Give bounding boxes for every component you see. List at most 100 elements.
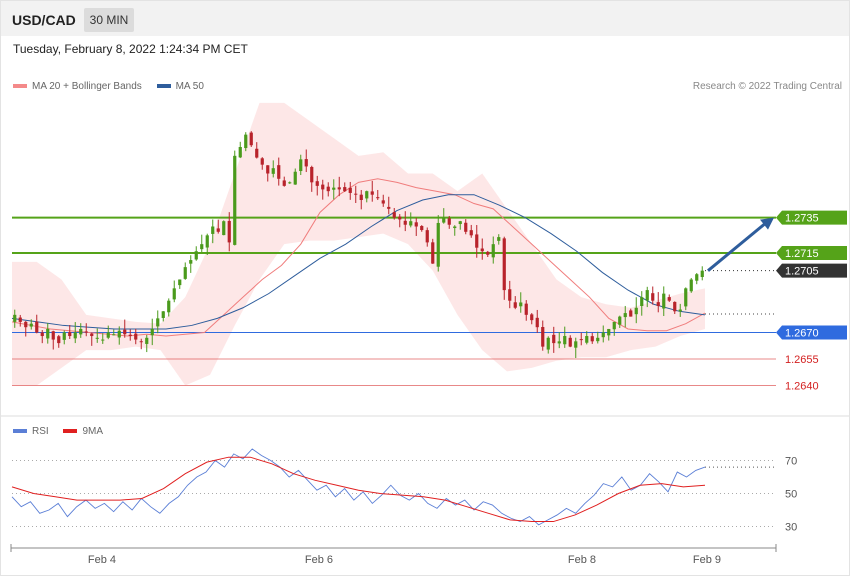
- legend-swatch-rsi: [13, 429, 27, 434]
- candle-body: [35, 321, 39, 333]
- candle-body: [557, 341, 561, 344]
- candle-body: [546, 337, 550, 350]
- legend-item-ma50: MA 50: [156, 81, 204, 92]
- candle-body: [695, 274, 699, 281]
- chart-header: USD/CAD 30 MIN: [1, 1, 849, 36]
- candle-body: [684, 288, 688, 307]
- candle-body: [101, 339, 105, 341]
- candle-body: [596, 337, 600, 342]
- candle-body: [200, 244, 204, 250]
- candle-body: [238, 147, 242, 158]
- candle-body: [414, 222, 418, 227]
- candle-body: [579, 339, 583, 341]
- level-tag-bg: [776, 263, 847, 278]
- candle-body: [343, 187, 347, 192]
- candle-body: [574, 341, 578, 348]
- level-tag: 1.2715: [776, 246, 847, 260]
- candle-body: [502, 238, 506, 291]
- timestamp: Tuesday, February 8, 2022 1:24:34 PM CET: [13, 42, 248, 56]
- candle-body: [18, 317, 22, 322]
- legend-label-rsi: RSI: [32, 426, 49, 437]
- candle-body: [403, 220, 407, 225]
- candle-body: [139, 341, 143, 343]
- candle-body: [84, 331, 88, 333]
- candle-body: [183, 267, 187, 279]
- candle-body: [552, 334, 556, 344]
- candle-body: [68, 332, 72, 337]
- candle-body: [255, 148, 259, 158]
- level-label: 1.2640: [785, 381, 819, 393]
- candle-body: [678, 309, 682, 312]
- x-tick-label: Feb 4: [88, 554, 116, 566]
- rsi-ma-line: [11, 456, 706, 523]
- candle-body: [519, 302, 523, 307]
- candle-body: [640, 297, 644, 306]
- candle-body: [29, 323, 33, 327]
- forecast-arrow-head: [760, 217, 774, 230]
- candle-body: [453, 226, 457, 229]
- candle-body: [480, 248, 484, 252]
- candle-body: [233, 155, 237, 245]
- legend-item-ma20: MA 20 + Bollinger Bands: [13, 81, 142, 92]
- legend-swatch-ma20: [13, 84, 27, 89]
- candle-body: [57, 336, 61, 344]
- candle-body: [112, 334, 116, 336]
- candle-body: [508, 289, 512, 301]
- candle-body: [359, 194, 363, 200]
- candle-body: [299, 159, 303, 172]
- candle-body: [590, 336, 594, 342]
- level-tag: 1.2735: [776, 210, 847, 225]
- candle-body: [398, 216, 402, 220]
- candle-body: [645, 290, 649, 301]
- candle-body: [326, 186, 330, 192]
- candle-body: [95, 337, 99, 339]
- candle-body: [392, 212, 396, 218]
- candle-body: [79, 328, 83, 335]
- level-label: 1.2655: [785, 354, 819, 366]
- candle-body: [365, 191, 369, 199]
- candle-body: [656, 302, 660, 306]
- candle-body: [249, 132, 253, 146]
- level-label: 1.2670: [785, 328, 819, 340]
- rsi-tick-label: 30: [785, 522, 797, 534]
- legend-swatch-9ma: [63, 429, 78, 434]
- candle-body: [601, 332, 605, 338]
- candle-body: [436, 222, 440, 267]
- level-label: 1.2715: [785, 248, 819, 260]
- candle-body: [568, 337, 572, 347]
- candle-body: [524, 303, 528, 315]
- candle-body: [447, 218, 451, 225]
- bollinger-band: [12, 102, 705, 386]
- ma50-line: [11, 194, 706, 330]
- candle-body: [689, 279, 693, 292]
- legend-swatch-ma50: [156, 84, 171, 89]
- level-label: 1.2705: [785, 266, 819, 278]
- candle-body: [172, 288, 176, 300]
- candle-body: [90, 333, 94, 337]
- forecast-arrow-shaft: [707, 222, 766, 272]
- rsi-tick-label: 70: [785, 456, 797, 468]
- candle-body: [541, 327, 545, 347]
- legend-label-ma50: MA 50: [175, 81, 204, 92]
- level-tag: 1.2670: [776, 325, 847, 340]
- candle-body: [667, 297, 671, 301]
- candle-body: [156, 318, 160, 327]
- candle-body: [205, 235, 209, 248]
- candle-body: [227, 220, 231, 243]
- candle-body: [673, 301, 677, 312]
- candle-body: [161, 311, 165, 318]
- rsi-line: [11, 448, 706, 526]
- candle-body: [420, 226, 424, 231]
- candle-body: [123, 329, 127, 335]
- candle-body: [458, 221, 462, 225]
- candle-body: [497, 237, 501, 241]
- candle-body: [530, 314, 534, 321]
- candle-body: [310, 166, 314, 183]
- candle-body: [150, 328, 154, 336]
- timeframe-button[interactable]: 30 MIN: [84, 8, 134, 32]
- candle-body: [513, 302, 517, 308]
- level-tag: 1.2705: [776, 263, 847, 278]
- rsi-tick-label: 50: [785, 489, 797, 501]
- candle-body: [73, 332, 77, 339]
